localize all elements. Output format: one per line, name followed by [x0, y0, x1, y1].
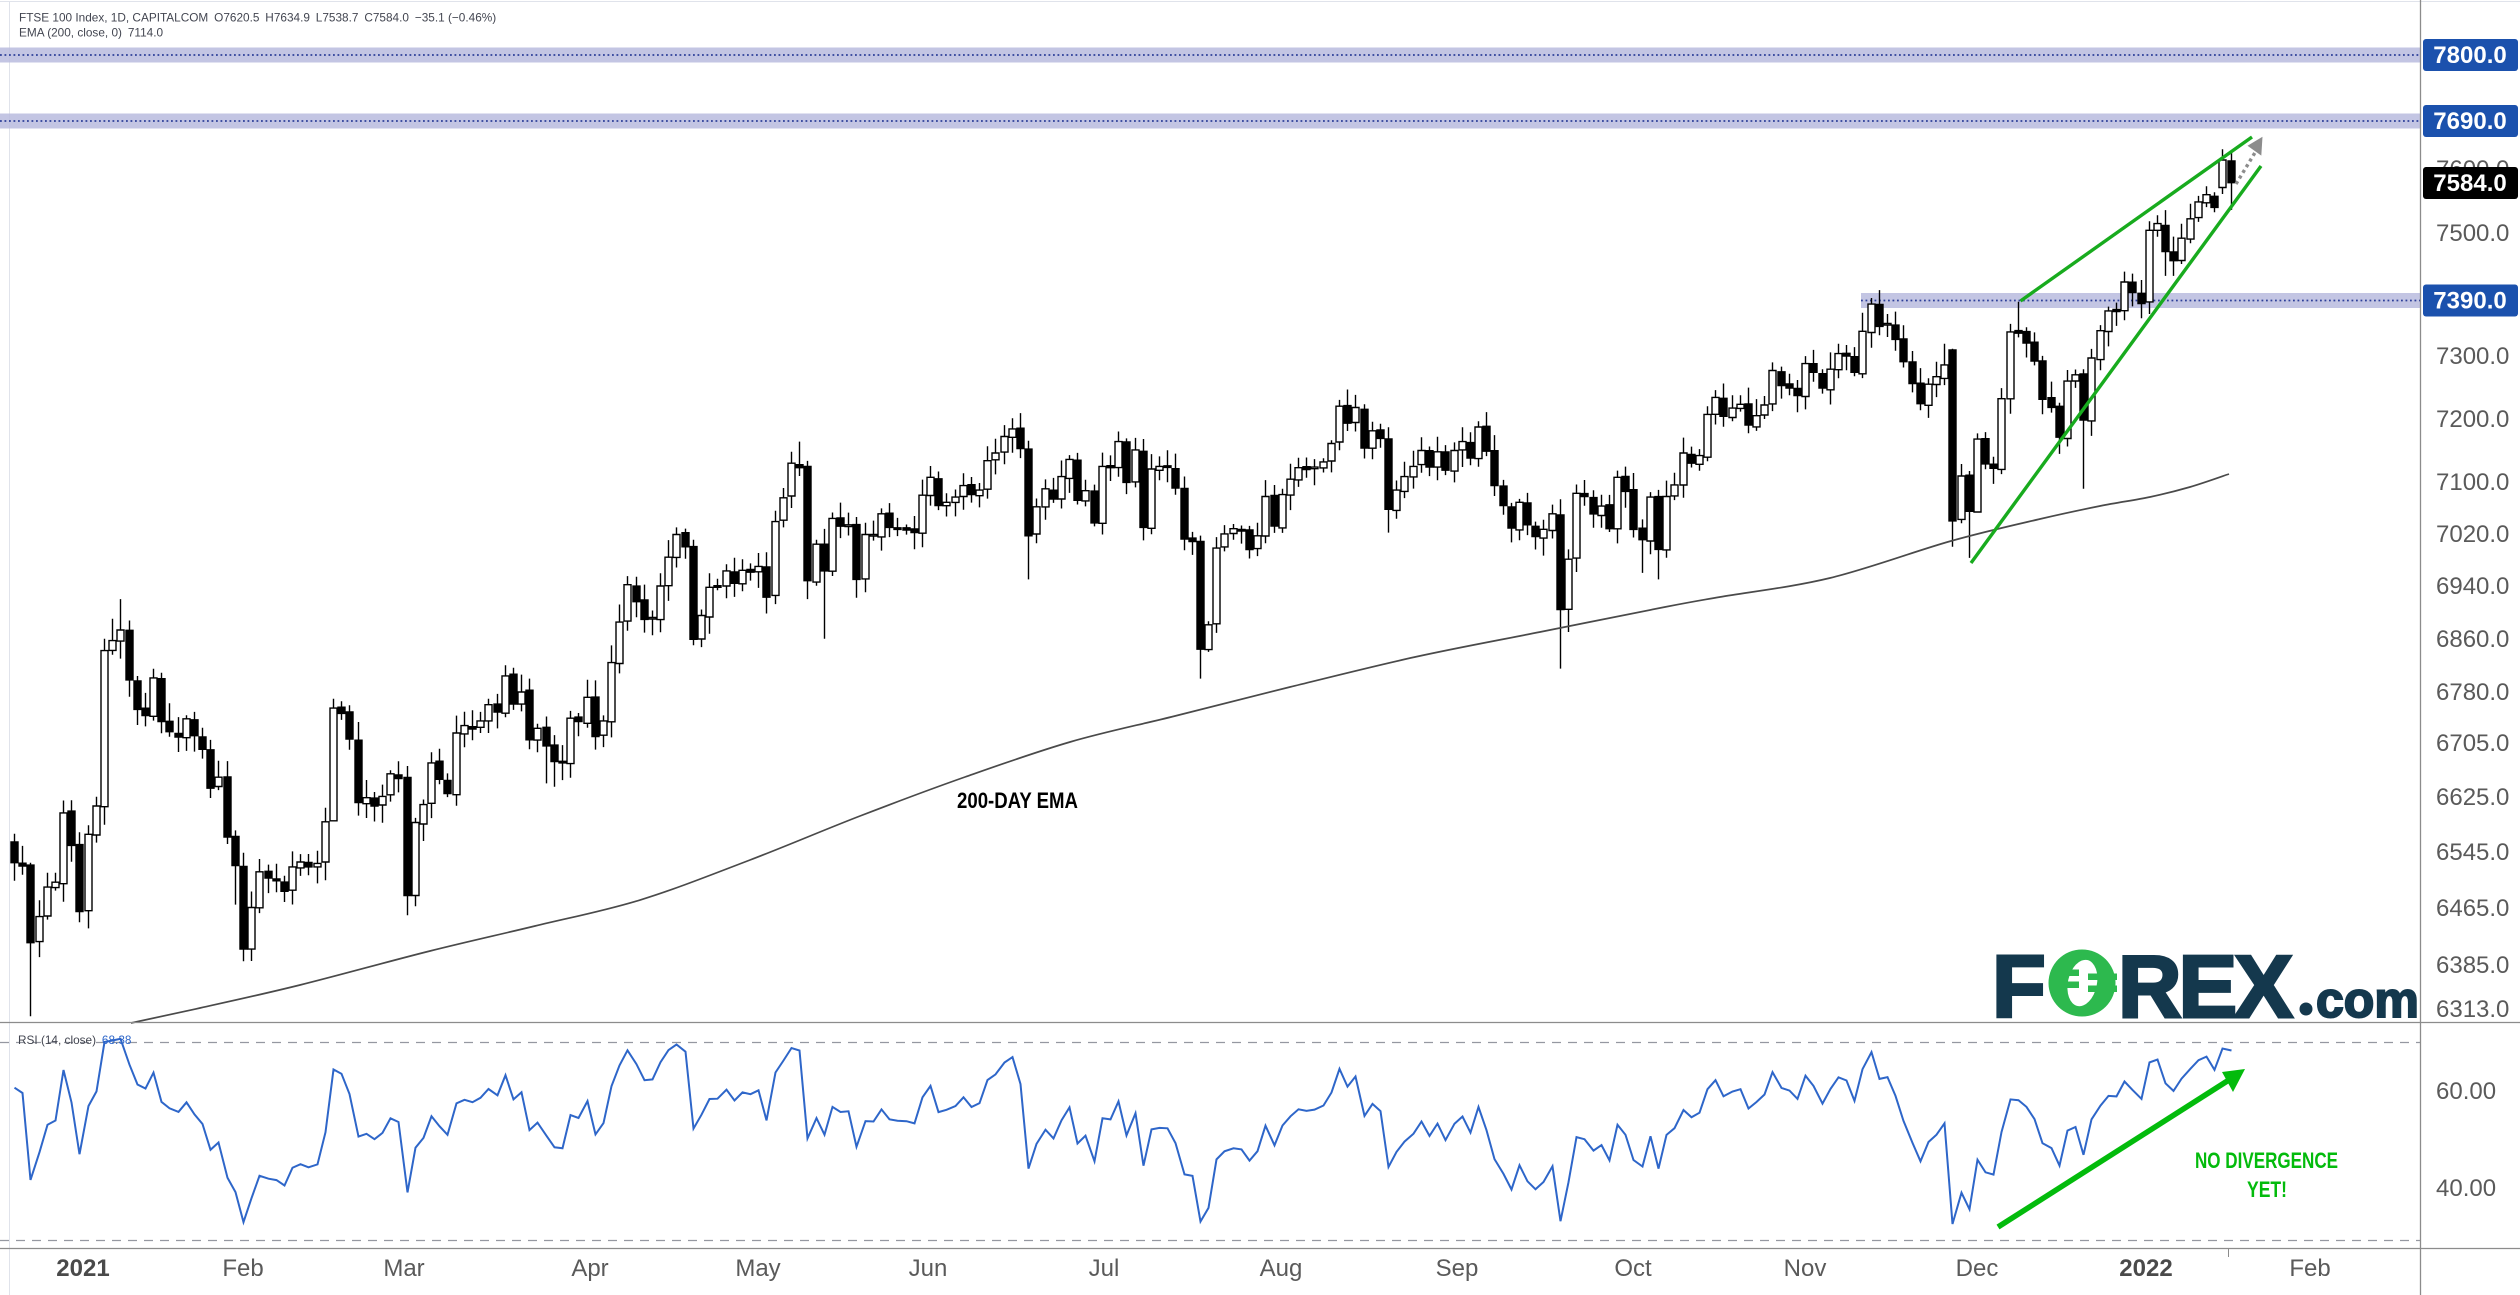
- svg-text:6780.0: 6780.0: [2436, 679, 2509, 706]
- svg-text:FTSE 100 Index, 1D, CAPITALCOM: FTSE 100 Index, 1D, CAPITALCOM O7620.5 H…: [19, 11, 496, 25]
- svg-text:2022: 2022: [2119, 1255, 2172, 1282]
- svg-text:com: com: [2316, 972, 2419, 1028]
- svg-text:2021: 2021: [56, 1255, 109, 1282]
- svg-text:7200.0: 7200.0: [2436, 406, 2509, 433]
- svg-text:6545.0: 6545.0: [2436, 839, 2509, 866]
- svg-text:6625.0: 6625.0: [2436, 784, 2509, 811]
- svg-text:6940.0: 6940.0: [2436, 573, 2509, 600]
- svg-text:F: F: [1992, 937, 2046, 1036]
- svg-text:Dec: Dec: [1956, 1255, 1999, 1282]
- svg-text:Jul: Jul: [1089, 1255, 1120, 1282]
- svg-text:40.00: 40.00: [2436, 1175, 2496, 1202]
- svg-text:EMA (200, close, 0) 7114.0: EMA (200, close, 0) 7114.0: [19, 26, 163, 40]
- svg-text:Apr: Apr: [571, 1255, 608, 1282]
- svg-text:7800.0: 7800.0: [2433, 42, 2506, 69]
- svg-text:7584.0: 7584.0: [2433, 170, 2506, 197]
- svg-text:NO DIVERGENCE: NO DIVERGENCE: [2195, 1148, 2338, 1173]
- svg-text:7500.0: 7500.0: [2436, 220, 2509, 247]
- svg-text:Aug: Aug: [1260, 1255, 1303, 1282]
- svg-text:6385.0: 6385.0: [2436, 952, 2509, 979]
- svg-text:6465.0: 6465.0: [2436, 895, 2509, 922]
- svg-text:Feb: Feb: [2289, 1255, 2330, 1282]
- svg-text:RSI (14, close) 68.38: RSI (14, close) 68.38: [18, 1033, 132, 1047]
- svg-text:6860.0: 6860.0: [2436, 626, 2509, 653]
- svg-text:Feb: Feb: [222, 1255, 263, 1282]
- svg-text:7390.0: 7390.0: [2433, 288, 2506, 315]
- svg-text:YET!: YET!: [2247, 1177, 2287, 1202]
- svg-text:Nov: Nov: [1784, 1255, 1827, 1282]
- svg-text:Jun: Jun: [909, 1255, 948, 1282]
- svg-text:6313.0: 6313.0: [2436, 996, 2509, 1023]
- svg-text:60.00: 60.00: [2436, 1078, 2496, 1105]
- svg-text:7020.0: 7020.0: [2436, 521, 2509, 548]
- svg-text:7100.0: 7100.0: [2436, 469, 2509, 496]
- svg-text:7300.0: 7300.0: [2436, 343, 2509, 370]
- svg-text:6705.0: 6705.0: [2436, 730, 2509, 757]
- svg-text:7690.0: 7690.0: [2433, 108, 2506, 135]
- svg-text:May: May: [735, 1255, 780, 1282]
- svg-text:Oct: Oct: [1614, 1255, 1652, 1282]
- svg-text:200-DAY EMA: 200-DAY EMA: [957, 788, 1078, 813]
- svg-text:REX: REX: [2118, 937, 2292, 1036]
- svg-text:Sep: Sep: [1436, 1255, 1479, 1282]
- svg-text:Mar: Mar: [383, 1255, 424, 1282]
